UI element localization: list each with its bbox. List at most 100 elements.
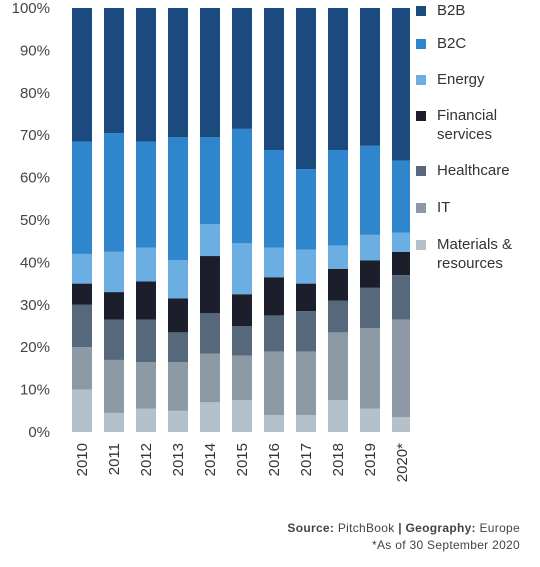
x-category-label: 2014 (202, 443, 219, 476)
bar-segment-it-2018 (328, 332, 348, 401)
bar-segment-materials-resources-2016 (264, 415, 284, 432)
bar-segment-it-2015 (232, 355, 252, 401)
bar-segment-healthcare-2013 (168, 332, 188, 363)
bar-segment-b2b-2010 (72, 8, 92, 142)
x-axis-labels: 2010 2011 2012 2013 2014 2015 2016 2017 2018 2019… (74, 443, 410, 482)
bar-segment-b2c-2011 (104, 133, 124, 252)
x-category-label: 2019 (362, 443, 379, 476)
as-of-note: *As of 30 September 2020 (372, 538, 520, 552)
bar-segment-energy-2020 (392, 232, 410, 252)
x-category-label: 2011 (106, 443, 123, 475)
bar-segment-b2b-2013 (168, 8, 188, 138)
source-separator: | (398, 521, 402, 535)
y-tick-label: 80% (20, 85, 50, 102)
source-label: Source: (287, 521, 335, 535)
bar-segment-healthcare-2010 (72, 304, 92, 348)
bar-segment-materials-resources-2011 (104, 412, 124, 432)
bar-segment-financial-services-2019 (360, 260, 380, 288)
geography-label: Geography: (405, 521, 476, 535)
bar-segment-energy-2012 (136, 247, 156, 282)
bar-segment-it-2017 (296, 351, 316, 416)
x-category-label: 2018 (330, 443, 347, 476)
bar-segment-b2c-2013 (168, 137, 188, 261)
legend-label-healthcare: Healthcare (437, 162, 510, 179)
bar-segment-b2b-2019 (360, 8, 380, 146)
bar-segment-healthcare-2017 (296, 311, 316, 352)
bar-segment-financial-services-2011 (104, 292, 124, 320)
x-category-label: 2010 (74, 443, 91, 476)
legend-label-financial-services: Financial services (437, 107, 498, 143)
bar-segment-materials-resources-2017 (296, 415, 316, 432)
bar-segment-energy-2013 (168, 260, 188, 299)
bar-segment-it-2012 (136, 362, 156, 409)
bar-segment-b2b-2018 (328, 8, 348, 151)
bar-segment-financial-services-2016 (264, 277, 284, 316)
y-axis-ticks: 0% 10% 20% 30% 40% 50% 60% 70% 80% 90% 100% (12, 0, 50, 441)
bar-segment-materials-resources-2015 (232, 400, 252, 432)
bar-segment-energy-2017 (296, 249, 316, 284)
bar-segment-healthcare-2016 (264, 315, 284, 352)
bar-segment-b2b-2020 (392, 8, 410, 161)
bar-segment-financial-services-2020 (392, 251, 410, 276)
bar-segment-b2c-2014 (200, 137, 220, 225)
legend-item-financial-services: Financial services (416, 106, 497, 144)
y-tick-label: 10% (20, 382, 50, 399)
y-tick-label: 70% (20, 127, 50, 144)
bar-segment-financial-services-2010 (72, 283, 92, 305)
legend-label-b2c: B2C (437, 35, 467, 52)
bar-segment-materials-resources-2010 (72, 389, 92, 432)
bar-segment-healthcare-2011 (104, 319, 124, 360)
x-category-label: 2016 (266, 443, 283, 476)
bar-segment-b2c-2020 (392, 160, 410, 233)
bar-segment-energy-2016 (264, 247, 284, 278)
bar-segment-healthcare-2019 (360, 287, 380, 329)
bar-segment-financial-services-2012 (136, 281, 156, 320)
y-tick-label: 90% (20, 42, 50, 59)
legend-swatch-energy (416, 75, 426, 85)
bar-segment-it-2013 (168, 362, 188, 411)
bar-segment-b2b-2012 (136, 8, 156, 142)
source-value: PitchBook (337, 521, 395, 535)
source-line: Source: PitchBook | Geography: Europe (287, 520, 520, 537)
legend-label-it: IT (437, 199, 451, 216)
bar-segment-it-2011 (104, 359, 124, 413)
legend-item-energy: Energy (416, 70, 485, 89)
bar-segment-healthcare-2012 (136, 319, 156, 363)
bar-segment-materials-resources-2019 (360, 408, 380, 432)
bar-segment-materials-resources-2012 (136, 408, 156, 432)
legend-swatch-b2c (416, 39, 426, 49)
legend-swatch-financial-services (416, 111, 426, 121)
bar-segment-b2c-2012 (136, 141, 156, 248)
bar-segment-materials-resources-2014 (200, 402, 220, 432)
y-tick-label: 100% (12, 0, 50, 17)
legend-item-it: IT (416, 198, 450, 217)
bar-segment-healthcare-2020 (392, 275, 410, 320)
bar-segment-b2b-2015 (232, 8, 252, 129)
bar-segment-it-2014 (200, 353, 220, 403)
y-tick-label: 50% (20, 212, 50, 229)
bar-segment-financial-services-2013 (168, 298, 188, 333)
bar-segment-healthcare-2018 (328, 300, 348, 333)
x-category-label: 2013 (170, 443, 187, 476)
legend-item-b2c: B2C (416, 34, 466, 53)
legend-label-b2b: B2B (437, 2, 466, 19)
bar-segment-b2c-2016 (264, 150, 284, 248)
bar-segment-energy-2018 (328, 245, 348, 269)
bar-segment-financial-services-2014 (200, 256, 220, 314)
y-tick-label: 0% (28, 424, 50, 441)
bar-segment-b2c-2019 (360, 145, 380, 235)
x-category-label: 2020* (394, 443, 410, 482)
bar-segment-financial-services-2017 (296, 283, 316, 312)
legend-label-materials-resources: Materials & resources (437, 236, 513, 272)
x-category-label: 2015 (234, 443, 251, 476)
bar-segment-energy-2011 (104, 251, 124, 293)
bar-segment-financial-services-2015 (232, 294, 252, 326)
y-tick-label: 20% (20, 339, 50, 356)
bar-segment-healthcare-2015 (232, 326, 252, 356)
legend-label-energy: Energy (437, 71, 485, 88)
bar-segment-b2c-2017 (296, 169, 316, 250)
legend-item-materials-resources: Materials & resources (416, 235, 512, 273)
geography-value: Europe (479, 521, 520, 535)
bar-segment-energy-2014 (200, 224, 220, 257)
bar-segment-energy-2019 (360, 234, 380, 261)
